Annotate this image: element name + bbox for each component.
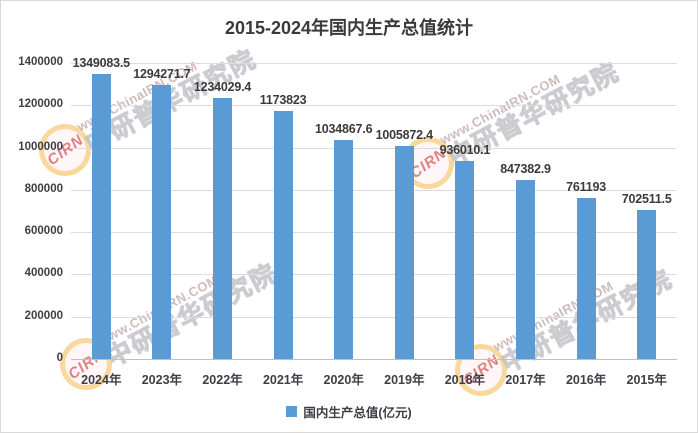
- y-axis-label: 400000: [24, 267, 63, 280]
- x-axis-line: [71, 359, 677, 360]
- y-axis-label: 800000: [24, 182, 63, 195]
- gridline: [71, 189, 677, 191]
- gridline: [71, 147, 677, 149]
- gridline: [71, 274, 677, 276]
- gridline: [71, 232, 677, 234]
- y-axis-label: 600000: [24, 225, 63, 238]
- y-axis-label: 0: [56, 352, 63, 364]
- x-axis-label: 2017年: [505, 373, 546, 387]
- value-label: 1005872.4: [375, 128, 433, 143]
- value-label: 1234029.4: [193, 80, 252, 95]
- bar-2015: [637, 210, 657, 359]
- value-label: 1294271.7: [133, 67, 191, 82]
- x-axis-label: 2022年: [202, 373, 243, 387]
- bar-2019: [394, 146, 414, 359]
- y-axis-label: 1200000: [18, 98, 63, 111]
- y-axis-label: 1000000: [18, 140, 63, 153]
- watermark-url-text: www.ChinaIRN.COM: [96, 247, 269, 348]
- y-axis-label: 1400000: [18, 56, 63, 68]
- x-axis-label: 2020年: [323, 373, 364, 387]
- x-axis-label: 2019年: [384, 373, 425, 387]
- bar-2021: [273, 110, 293, 359]
- x-axis-label: 2015年: [626, 373, 667, 387]
- x-axis-label: 2018年: [444, 373, 486, 387]
- bar-2016: [576, 198, 596, 359]
- legend-label: 国内生产总值(亿元): [303, 406, 412, 420]
- value-label: 1034867.6: [315, 122, 373, 137]
- bar-2020: [334, 140, 354, 359]
- bar-2022: [213, 98, 232, 359]
- bar-2024: [91, 73, 111, 359]
- x-axis-label: 2023年: [141, 373, 183, 387]
- value-label: 936010.1: [439, 143, 491, 158]
- watermark-brand-text: 中研普华研究院: [101, 258, 283, 373]
- bar-2018: [455, 161, 475, 359]
- gridline: [71, 316, 677, 318]
- value-label: 761193: [566, 180, 606, 195]
- bar-2023: [152, 85, 172, 359]
- value-label: 702511.5: [621, 192, 672, 207]
- value-label: 1173823: [259, 92, 307, 107]
- value-label: 1349083.5: [72, 55, 130, 70]
- value-label: 847382.9: [500, 161, 551, 176]
- bar-2017: [516, 179, 535, 359]
- x-axis-label: 2016年: [565, 373, 607, 387]
- chart-title: 2015-2024年国内生产总值统计: [224, 18, 474, 38]
- x-axis-label: 2024年: [81, 373, 122, 387]
- gridline: [71, 105, 677, 107]
- y-axis-label: 200000: [24, 309, 63, 322]
- legend-swatch: [286, 406, 298, 417]
- gridline: [71, 63, 677, 64]
- x-axis-label: 2021年: [262, 373, 304, 387]
- legend: 国内生产总值(亿元): [1, 402, 697, 421]
